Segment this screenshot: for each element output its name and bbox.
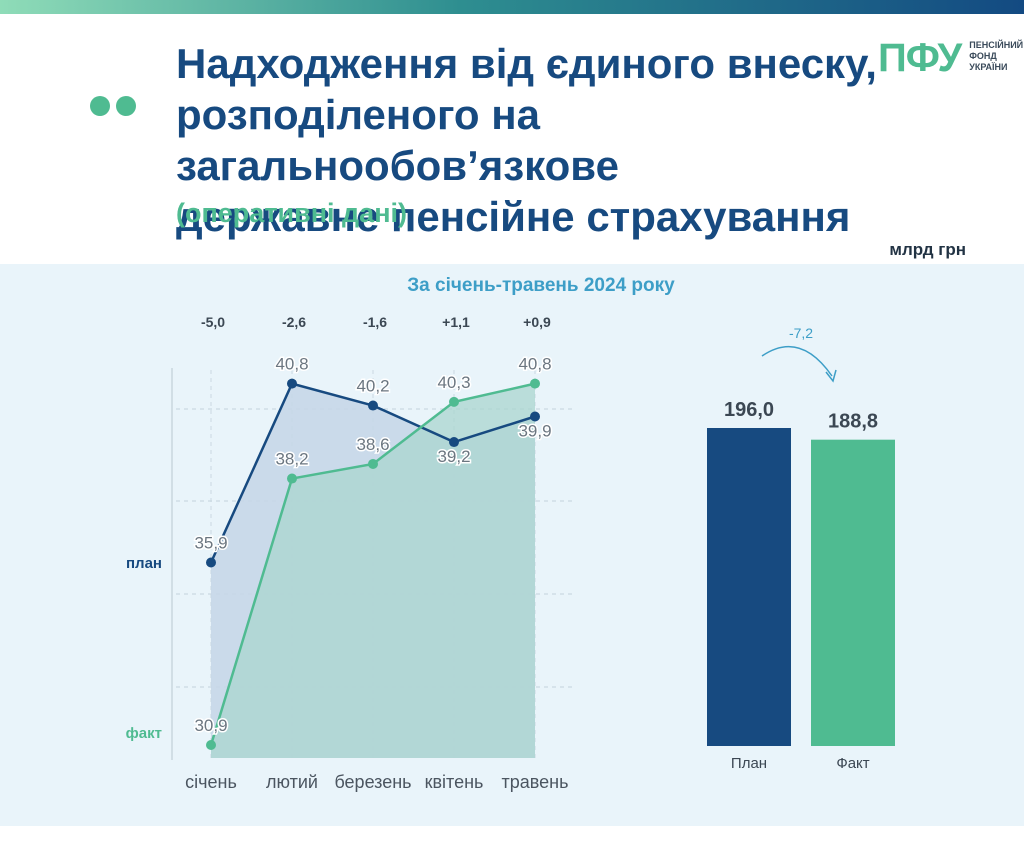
series-label-fact: факт	[126, 725, 162, 742]
unit-label: млрд грн	[889, 240, 966, 259]
bar-value-label: 188,8	[828, 411, 878, 433]
x-tick-label: квітень	[425, 772, 484, 792]
x-tick-label: травень	[502, 772, 569, 792]
logo-line: ФОНД	[969, 51, 997, 61]
plan-point	[206, 557, 216, 568]
pfu-logo: ПФУ ПЕНСІЙНИЙ ФОНД УКРАЇНИ	[878, 38, 1024, 78]
fact-point	[287, 473, 297, 484]
x-tick-label: лютий	[266, 772, 318, 792]
fact-point	[530, 378, 540, 389]
plan-point	[287, 378, 297, 389]
logo-mark: ПФУ	[878, 36, 962, 80]
fact-area	[211, 383, 535, 758]
plan-value-label: 39,2	[437, 447, 470, 466]
chart-title: За січень-травень 2024 року	[407, 275, 675, 296]
plan-value-label: 40,8	[275, 355, 308, 374]
plan-point	[530, 411, 540, 422]
difference-label: +1,1	[442, 314, 470, 330]
x-tick-label: січень	[185, 772, 237, 792]
bar-category-label: План	[731, 755, 767, 772]
plan-point	[368, 400, 378, 411]
difference-arrow-icon	[761, 345, 833, 377]
bar-category-label: Факт	[836, 755, 869, 772]
title-line: Надходження від єдиного внеску,	[176, 40, 877, 87]
logo-line: УКРАЇНИ	[969, 62, 1008, 72]
logo-text: ПЕНСІЙНИЙ ФОНД УКРАЇНИ	[969, 40, 1024, 73]
plan-value-label: 40,2	[356, 377, 389, 396]
bar	[811, 439, 895, 746]
fact-value-label: 40,8	[518, 355, 551, 374]
logo-line: ПЕНСІЙНИЙ	[969, 40, 1024, 50]
plan-value-label: 39,9	[518, 422, 551, 441]
fact-point	[368, 458, 378, 469]
plan-value-label: 35,9	[194, 534, 227, 553]
page-subtitle: (оперативні дані)	[176, 198, 408, 228]
top-gradient-bar	[0, 0, 1024, 14]
plan-point	[449, 437, 459, 448]
fact-value-label: 40,3	[437, 373, 470, 392]
fact-value-label: 38,6	[356, 435, 389, 454]
fact-value-label: 30,9	[194, 716, 227, 735]
fact-point	[206, 740, 216, 750]
title-line: розподіленого на загальнообов’язкове	[176, 91, 619, 189]
arrow-head-icon	[825, 369, 837, 383]
bar-value-label: 196,0	[724, 399, 774, 421]
dot-icon	[90, 96, 110, 116]
difference-label: -2,6	[282, 314, 306, 330]
fact-point	[449, 396, 459, 407]
x-tick-label: березень	[334, 772, 411, 792]
bar	[707, 428, 791, 746]
series-label-plan: план	[126, 555, 162, 572]
page-title: Надходження від єдиного внеску, розподіл…	[176, 38, 976, 242]
difference-label: -5,0	[201, 314, 225, 330]
fact-value-label: 38,2	[275, 450, 308, 469]
dot-icon	[116, 96, 136, 116]
decorative-dots	[90, 96, 142, 121]
bar-difference-label: -7,2	[789, 325, 813, 341]
difference-label: -1,6	[363, 314, 387, 330]
title-line: державне пенсійне страхування	[176, 193, 851, 240]
difference-label: +0,9	[523, 314, 551, 330]
